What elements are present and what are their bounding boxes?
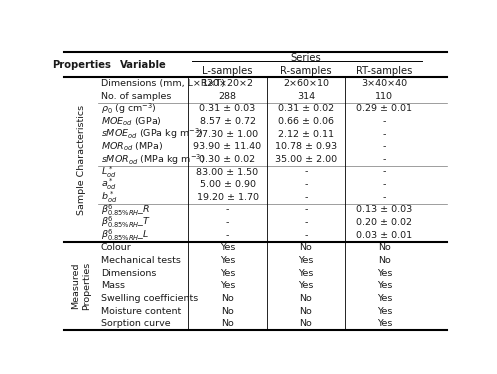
Text: Yes: Yes xyxy=(377,294,392,303)
Text: Mechanical tests: Mechanical tests xyxy=(101,256,181,265)
Text: Variable: Variable xyxy=(120,60,167,70)
Text: 93.90 ± 11.40: 93.90 ± 11.40 xyxy=(193,142,261,151)
Text: No: No xyxy=(300,307,312,316)
Text: 0.20 ± 0.02: 0.20 ± 0.02 xyxy=(356,218,413,227)
Text: $b^*_{od}$: $b^*_{od}$ xyxy=(101,190,117,205)
Text: $\beta^6_{0.85\%RH}$_$L$: $\beta^6_{0.85\%RH}$_$L$ xyxy=(101,228,149,243)
Text: 19.20 ± 1.70: 19.20 ± 1.70 xyxy=(196,193,258,202)
Text: Yes: Yes xyxy=(377,269,392,278)
Text: 0.31 ± 0.03: 0.31 ± 0.03 xyxy=(199,104,255,113)
Text: Yes: Yes xyxy=(220,256,235,265)
Text: -: - xyxy=(383,168,386,177)
Text: 5.00 ± 0.90: 5.00 ± 0.90 xyxy=(200,180,255,189)
Text: Yes: Yes xyxy=(377,307,392,316)
Text: Yes: Yes xyxy=(298,281,314,290)
Text: -: - xyxy=(383,155,386,164)
Text: -: - xyxy=(383,117,386,126)
Text: -: - xyxy=(304,180,308,189)
Text: 288: 288 xyxy=(219,92,237,101)
Text: Measured
Properties: Measured Properties xyxy=(72,262,91,310)
Text: No: No xyxy=(300,319,312,328)
Text: Dimensions (mm, L×R×T): Dimensions (mm, L×R×T) xyxy=(101,79,225,88)
Text: No: No xyxy=(300,243,312,252)
Text: No: No xyxy=(378,243,391,252)
Text: -: - xyxy=(383,193,386,202)
Text: Yes: Yes xyxy=(377,319,392,328)
Text: Yes: Yes xyxy=(377,281,392,290)
Text: R-samples: R-samples xyxy=(280,66,332,76)
Text: Yes: Yes xyxy=(298,269,314,278)
Text: Sorption curve: Sorption curve xyxy=(101,319,170,328)
Text: -: - xyxy=(304,168,308,177)
Text: No: No xyxy=(221,294,234,303)
Text: 8.57 ± 0.72: 8.57 ± 0.72 xyxy=(200,117,255,126)
Text: 120×20×2: 120×20×2 xyxy=(202,79,253,88)
Text: $\mathit{MOE}_{od}$ (GPa): $\mathit{MOE}_{od}$ (GPa) xyxy=(101,115,162,128)
Text: Mass: Mass xyxy=(101,281,125,290)
Text: -: - xyxy=(383,130,386,139)
Text: 314: 314 xyxy=(297,92,315,101)
Text: No: No xyxy=(300,294,312,303)
Text: -: - xyxy=(226,231,229,240)
Text: RT-samples: RT-samples xyxy=(356,66,413,76)
Text: 10.78 ± 0.93: 10.78 ± 0.93 xyxy=(275,142,337,151)
Text: -: - xyxy=(383,142,386,151)
Text: Moisture content: Moisture content xyxy=(101,307,181,316)
Text: 3×40×40: 3×40×40 xyxy=(361,79,408,88)
Text: L-samples: L-samples xyxy=(202,66,253,76)
Text: $\rho_0$ (g cm$^{-3}$): $\rho_0$ (g cm$^{-3}$) xyxy=(101,102,157,116)
Text: -: - xyxy=(226,205,229,214)
Text: No: No xyxy=(378,256,391,265)
Text: Dimensions: Dimensions xyxy=(101,269,156,278)
Text: Colour: Colour xyxy=(101,243,132,252)
Text: Properties: Properties xyxy=(52,60,111,70)
Text: $a^*_{od}$: $a^*_{od}$ xyxy=(101,177,117,192)
Text: -: - xyxy=(304,231,308,240)
Text: 0.29 ± 0.01: 0.29 ± 0.01 xyxy=(356,104,413,113)
Text: Yes: Yes xyxy=(220,243,235,252)
Text: 2×60×10: 2×60×10 xyxy=(283,79,329,88)
Text: 0.66 ± 0.06: 0.66 ± 0.06 xyxy=(278,117,334,126)
Text: 27.30 ± 1.00: 27.30 ± 1.00 xyxy=(196,130,258,139)
Text: $s\mathit{MOE}_{od}$ (GPa kg m$^{-3}$): $s\mathit{MOE}_{od}$ (GPa kg m$^{-3}$) xyxy=(101,127,203,141)
Text: Yes: Yes xyxy=(220,281,235,290)
Text: No: No xyxy=(221,319,234,328)
Text: $\beta^6_{0.85\%RH}$_$R$: $\beta^6_{0.85\%RH}$_$R$ xyxy=(101,202,150,218)
Text: No: No xyxy=(221,307,234,316)
Text: Yes: Yes xyxy=(220,269,235,278)
Text: $\mathit{MOR}_{od}$ (MPa): $\mathit{MOR}_{od}$ (MPa) xyxy=(101,141,163,153)
Text: -: - xyxy=(304,218,308,227)
Text: Sample Characteristics: Sample Characteristics xyxy=(77,104,86,215)
Text: -: - xyxy=(304,193,308,202)
Text: Swelling coefficients: Swelling coefficients xyxy=(101,294,198,303)
Text: 35.00 ± 2.00: 35.00 ± 2.00 xyxy=(275,155,337,164)
Text: 2.12 ± 0.11: 2.12 ± 0.11 xyxy=(278,130,334,139)
Text: 0.30 ± 0.02: 0.30 ± 0.02 xyxy=(199,155,255,164)
Text: Series: Series xyxy=(291,53,322,64)
Text: -: - xyxy=(226,218,229,227)
Text: $\beta^6_{0.85\%RH}$_$T$: $\beta^6_{0.85\%RH}$_$T$ xyxy=(101,215,151,230)
Text: Yes: Yes xyxy=(298,256,314,265)
Text: 0.03 ± 0.01: 0.03 ± 0.01 xyxy=(356,231,413,240)
Text: 83.00 ± 1.50: 83.00 ± 1.50 xyxy=(196,168,258,177)
Text: 110: 110 xyxy=(375,92,394,101)
Text: 0.13 ± 0.03: 0.13 ± 0.03 xyxy=(356,205,413,214)
Text: $L^*_{od}$: $L^*_{od}$ xyxy=(101,165,116,180)
Text: -: - xyxy=(304,205,308,214)
Text: No. of samples: No. of samples xyxy=(101,92,171,101)
Text: $s\mathit{MOR}_{od}$ (MPa kg m$^{-3}$): $s\mathit{MOR}_{od}$ (MPa kg m$^{-3}$) xyxy=(101,152,205,167)
Text: 0.31 ± 0.02: 0.31 ± 0.02 xyxy=(278,104,334,113)
Text: -: - xyxy=(383,180,386,189)
